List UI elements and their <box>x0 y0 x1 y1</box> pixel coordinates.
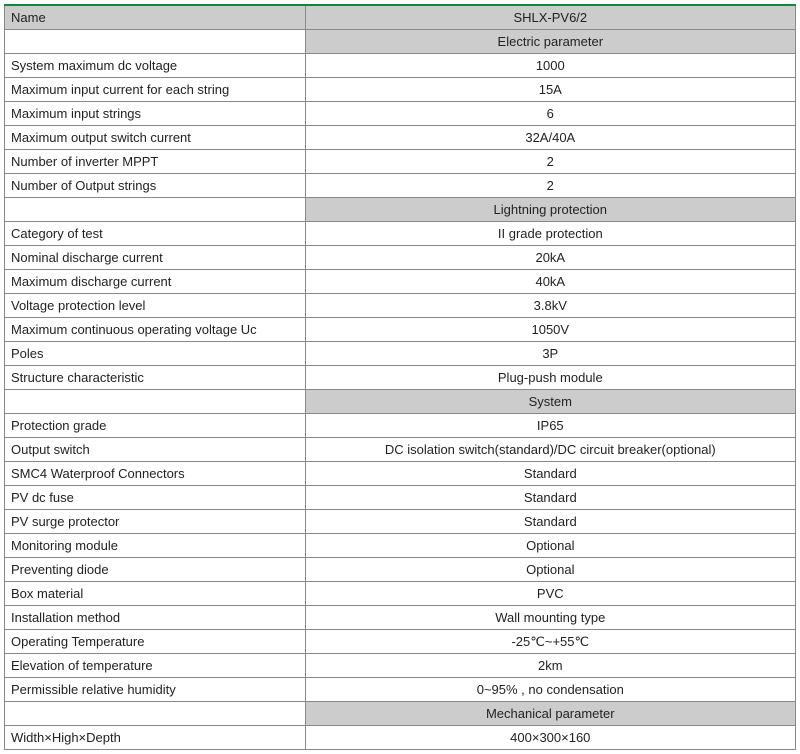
spec-value: Optional <box>305 558 795 582</box>
spec-label: Maximum output switch current <box>5 126 306 150</box>
section-label-blank <box>5 390 306 414</box>
spec-value: 1000 <box>305 54 795 78</box>
section-label-blank <box>5 30 306 54</box>
spec-value: 400×300×160 <box>305 726 795 750</box>
spec-value: 40kA <box>305 270 795 294</box>
spec-label: Preventing diode <box>5 558 306 582</box>
spec-label: Width×High×Depth <box>5 726 306 750</box>
spec-value: Standard <box>305 510 795 534</box>
spec-value: 3P <box>305 342 795 366</box>
spec-label: Structure characteristic <box>5 366 306 390</box>
spec-label: System maximum dc voltage <box>5 54 306 78</box>
spec-value: Standard <box>305 462 795 486</box>
spec-label: Box material <box>5 582 306 606</box>
spec-value: 1050V <box>305 318 795 342</box>
header-name-label: Name <box>5 5 306 30</box>
spec-value: 2 <box>305 150 795 174</box>
section-label-blank <box>5 702 306 726</box>
spec-label: Number of Output strings <box>5 174 306 198</box>
spec-label: Elevation of temperature <box>5 654 306 678</box>
spec-value: 3.8kV <box>305 294 795 318</box>
section-title: Electric parameter <box>305 30 795 54</box>
spec-value: 15A <box>305 78 795 102</box>
spec-label: Maximum input strings <box>5 102 306 126</box>
spec-value: Optional <box>305 534 795 558</box>
spec-label: Voltage protection level <box>5 294 306 318</box>
spec-value: Wall mounting type <box>305 606 795 630</box>
spec-label: Operating Temperature <box>5 630 306 654</box>
spec-value: 6 <box>305 102 795 126</box>
spec-value: 2 <box>305 174 795 198</box>
spec-label: PV surge protector <box>5 510 306 534</box>
spec-label: Monitoring module <box>5 534 306 558</box>
spec-label: Protection grade <box>5 414 306 438</box>
spec-value: Standard <box>305 486 795 510</box>
spec-value: 0~95% , no condensation <box>305 678 795 702</box>
spec-value: II grade protection <box>305 222 795 246</box>
spec-label: Nominal discharge current <box>5 246 306 270</box>
spec-table: NameSHLX-PV6/2Electric parameterSystem m… <box>4 4 796 750</box>
spec-value: 32A/40A <box>305 126 795 150</box>
spec-label: Maximum continuous operating voltage Uc <box>5 318 306 342</box>
spec-value: IP65 <box>305 414 795 438</box>
spec-value: -25℃~+55℃ <box>305 630 795 654</box>
section-title: System <box>305 390 795 414</box>
header-model: SHLX-PV6/2 <box>305 5 795 30</box>
spec-label: Installation method <box>5 606 306 630</box>
spec-label: Category of test <box>5 222 306 246</box>
spec-value: 20kA <box>305 246 795 270</box>
section-title: Lightning protection <box>305 198 795 222</box>
spec-label: Maximum discharge current <box>5 270 306 294</box>
spec-label: Maximum input current for each string <box>5 78 306 102</box>
spec-label: Output switch <box>5 438 306 462</box>
spec-label: Permissible relative humidity <box>5 678 306 702</box>
spec-label: PV dc fuse <box>5 486 306 510</box>
spec-value: Plug-push module <box>305 366 795 390</box>
spec-value: PVC <box>305 582 795 606</box>
spec-label: Poles <box>5 342 306 366</box>
spec-label: SMC4 Waterproof Connectors <box>5 462 306 486</box>
spec-value: DC isolation switch(standard)/DC circuit… <box>305 438 795 462</box>
section-title: Mechanical parameter <box>305 702 795 726</box>
section-label-blank <box>5 198 306 222</box>
spec-label: Number of inverter MPPT <box>5 150 306 174</box>
spec-value: 2km <box>305 654 795 678</box>
